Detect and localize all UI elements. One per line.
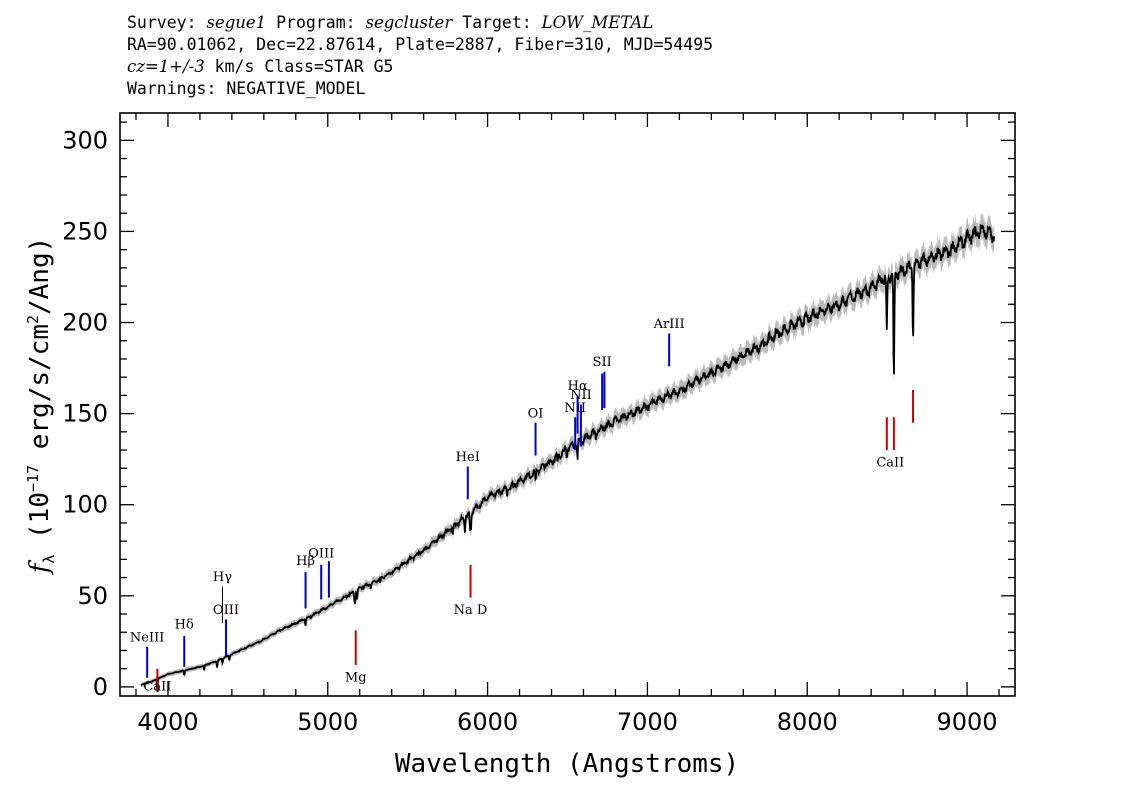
warnings-line: Warnings: NEGATIVE_MODEL (127, 79, 366, 98)
line-marker-label: Hγ (213, 570, 232, 585)
line-marker-label: Na D (454, 603, 488, 618)
y-tick-label: 50 (77, 582, 108, 610)
y-axis-title: fλ (10−17 erg/s/cm2/Ang) (24, 237, 58, 576)
y-axis-lambda: λ (40, 555, 58, 564)
x-tick-label: 8000 (777, 708, 838, 736)
survey-value: segue1 (206, 13, 267, 32)
y-axis-unit-a: (10 (25, 492, 55, 555)
x-tick-label: 6000 (457, 708, 518, 736)
target-value: LOW_METAL (541, 13, 654, 32)
y-axis-unit-c: /Ang) (25, 237, 55, 315)
line-marker-label: ArIII (653, 317, 685, 332)
line-marker-label: OIII (213, 603, 239, 618)
line-marker-label: NeIII (130, 630, 164, 645)
y-axis-unit-b: erg/s/cm (25, 324, 55, 465)
line-marker-label: Mg (345, 670, 367, 685)
y-axis-exp2: 2 (24, 315, 42, 324)
line-marker-label: Hβ (296, 554, 315, 569)
spectrum-header: Survey: segue1 Program: segcluster Targe… (127, 12, 713, 100)
spectrum-line (140, 224, 996, 693)
y-tick-label: 250 (62, 217, 108, 245)
target-label: Target: (452, 13, 542, 32)
axes: 4000 5000 6000 7000 8000 9000 0 50 100 150 200 250 3… (62, 112, 1016, 736)
line-marker-label: NII (570, 388, 592, 403)
line-marker-label: OIII (308, 547, 334, 562)
line-marker-label: CaII (876, 455, 904, 470)
coordinates-line: RA=90.01062, Dec=22.87614, Plate=2887, F… (127, 35, 714, 54)
x-tick-label: 5000 (297, 708, 358, 736)
line-marker-label: CaII (143, 680, 171, 695)
program-value: segcluster (365, 13, 453, 32)
class-text: km/s Class=STAR G5 (204, 57, 394, 76)
survey-label: Survey: (127, 13, 207, 32)
line-marker-label: SII (593, 355, 612, 370)
y-tick-label: 300 (62, 126, 108, 154)
line-marker-label: Hδ (175, 618, 194, 633)
line-marker-label: OI (528, 406, 544, 421)
redshift-class-line: cz=1+/-3 km/s Class=STAR G5 (127, 56, 713, 78)
y-axis-exp1: −17 (24, 465, 42, 492)
survey-line: Survey: segue1 Program: segcluster Targe… (127, 12, 713, 34)
y-tick-label: 0 (93, 673, 108, 701)
y-tick-label: 150 (62, 400, 108, 428)
line-marker-label: Hα (568, 379, 588, 394)
program-label: Program: (266, 13, 366, 32)
x-tick-label: 7000 (617, 708, 678, 736)
line-marker-label: HeI (456, 450, 480, 465)
redshift-value: cz=1+/-3 (127, 57, 205, 76)
x-tick-label: 4000 (137, 708, 198, 736)
y-tick-label: 100 (62, 491, 108, 519)
plot-frame (119, 112, 1016, 697)
y-tick-label: 200 (62, 309, 108, 337)
x-axis-title: Wavelength (Angstroms) (395, 749, 739, 779)
x-tick-label: 9000 (937, 708, 998, 736)
spectrum-series (140, 224, 996, 693)
